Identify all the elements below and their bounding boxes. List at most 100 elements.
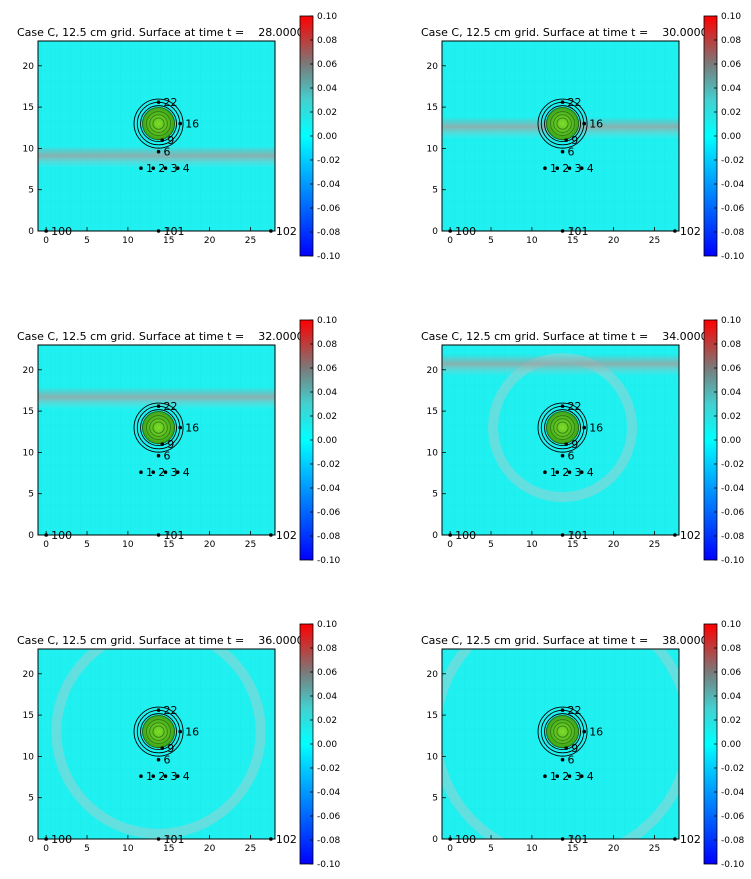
gauge-marker [560, 533, 565, 537]
x-tick-label: 25 [649, 540, 660, 550]
colorbar-tick-label: -0.02 [721, 764, 744, 774]
gauge-label: 102 [680, 529, 701, 542]
x-tick-label: 10 [526, 844, 538, 854]
x-tick-label: 15 [567, 844, 578, 854]
colorbar-tick-label: 0.04 [721, 388, 741, 398]
colorbar-tick-label: -0.02 [721, 156, 744, 166]
colorbar-tick-label: 0.10 [317, 620, 337, 630]
gauge-label: 100 [455, 833, 476, 846]
colorbar-tick-label: 0.10 [721, 12, 741, 22]
gauge-marker [160, 746, 165, 750]
y-tick-label: 15 [427, 407, 438, 417]
plot-area [38, 41, 275, 231]
gauge-label: 100 [51, 833, 72, 846]
wave-front-band [38, 146, 275, 168]
obstacle-inner-contour [553, 114, 572, 133]
plot-area [442, 41, 679, 231]
gauge-label: 9 [571, 438, 578, 451]
y-tick-label: 5 [432, 186, 438, 196]
y-tick-label: 15 [427, 103, 438, 113]
colorbar-tick-label: 0.06 [721, 364, 741, 374]
gauge-marker [564, 442, 569, 446]
colorbar-tick-label: -0.04 [721, 180, 745, 190]
gauge-marker [151, 470, 156, 475]
x-tick-label: 20 [608, 236, 620, 246]
gauge-marker [579, 166, 584, 171]
x-tick-label: 25 [649, 236, 660, 246]
colorbar-tick-label: -0.06 [317, 812, 341, 822]
obstacle-inner-contour [152, 725, 165, 738]
gauge-marker [579, 774, 584, 779]
gauge-label: 1 [550, 770, 557, 783]
gauge-marker [139, 166, 143, 171]
gauge-marker [560, 100, 565, 104]
gauge-label: 3 [170, 770, 177, 783]
gauge-marker [178, 121, 182, 126]
y-tick-label: 10 [23, 448, 35, 458]
gauge-label: 9 [167, 742, 174, 755]
obstacle-disk [546, 715, 580, 749]
gauge-marker [582, 121, 586, 126]
gauge-label: 2 [158, 466, 165, 479]
x-tick-label: 20 [204, 236, 216, 246]
obstacle-inner-contour [556, 421, 569, 434]
y-tick-label: 20 [23, 670, 35, 680]
gauge-label: 1 [550, 162, 557, 175]
x-tick-label: 20 [608, 844, 620, 854]
y-tick-label: 0 [28, 531, 34, 541]
gauge-marker [178, 729, 182, 734]
axes-frame [441, 40, 680, 232]
chart-title: Case C, 12.5 cm grid. Surface at time t … [421, 26, 743, 39]
colorbar-tick-label: -0.10 [317, 252, 341, 262]
obstacle-contour-ring [544, 105, 581, 143]
gauge-label: 100 [51, 225, 72, 238]
gauge-label: 100 [455, 225, 476, 238]
gauge-marker [555, 166, 560, 171]
gauge-label: 16 [589, 422, 603, 435]
colorbar-tick-label: 0.00 [721, 436, 741, 446]
gauge-label: 16 [589, 118, 603, 131]
obstacle-contour-ring [537, 98, 588, 149]
gauge-label: 4 [183, 466, 190, 479]
gauge-label: 3 [574, 466, 581, 479]
gauge-label: 4 [587, 466, 594, 479]
y-tick-label: 0 [432, 531, 438, 541]
colorbar-tick-label: 0.08 [721, 644, 741, 654]
y-tick-label: 0 [432, 227, 438, 237]
obstacle-inner-contour [550, 111, 575, 137]
gauge-marker [543, 470, 547, 475]
colorbar-tick-label: -0.06 [721, 204, 745, 214]
y-tick-label: 5 [28, 186, 34, 196]
gauge-marker [160, 138, 165, 142]
gauge-marker [156, 757, 161, 762]
y-tick-label: 20 [427, 366, 439, 376]
gauge-label: 102 [276, 833, 297, 846]
x-tick-label: 0 [447, 236, 453, 246]
colorbar-tick-label: -0.08 [317, 532, 341, 542]
x-tick-label: 25 [649, 844, 660, 854]
colorbar-tick-label: 0.08 [317, 340, 337, 350]
gauge-label: 100 [455, 529, 476, 542]
gauge-label: 9 [571, 134, 578, 147]
plot-area [38, 649, 275, 839]
colorbar-tick-label: 0.06 [317, 364, 337, 374]
gauge-label: 9 [167, 134, 174, 147]
obstacle-inner-contour [550, 719, 575, 745]
gauge-label: 4 [587, 770, 594, 783]
chart-title: Case C, 12.5 cm grid. Surface at time t … [421, 330, 743, 343]
y-tick-label: 5 [28, 794, 34, 804]
obstacle-disk [142, 715, 176, 749]
obstacle-contour-ring [537, 402, 588, 453]
y-tick-label: 10 [427, 448, 439, 458]
gauge-marker [555, 470, 560, 475]
y-tick-label: 10 [427, 144, 439, 154]
colorbar-tick-label: -0.02 [721, 460, 744, 470]
y-tick-label: 15 [427, 711, 438, 721]
gauge-label: 6 [164, 754, 171, 767]
colorbar-tick-label: 0.08 [721, 36, 741, 46]
colorbar-tick-label: 0.06 [317, 668, 337, 678]
